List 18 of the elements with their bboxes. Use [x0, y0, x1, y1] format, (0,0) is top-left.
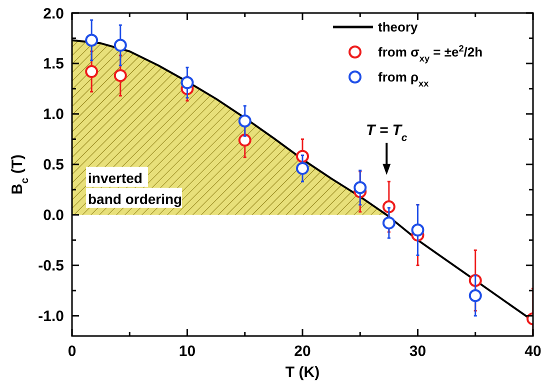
y-tick-label: -0.5 [38, 258, 64, 275]
x-axis-title: T (K) [285, 364, 320, 381]
y-tick-label: -1.0 [38, 308, 64, 326]
annotation: T = T$_{c}$ [366, 122, 408, 144]
y-tick-label: 0.5 [43, 156, 64, 174]
x-tick-label: 10 [178, 343, 196, 360]
y-tick-label: 1.0 [43, 106, 64, 124]
legend-label: theory [378, 20, 418, 35]
y-tick-label: 2.0 [43, 5, 64, 22]
x-tick-label: 0 [68, 343, 76, 360]
y-tick-label: 1.5 [43, 56, 64, 73]
x-tick-label: 30 [409, 343, 426, 360]
y-tick-label: 0.0 [43, 207, 64, 224]
x-tick-label: 20 [294, 343, 311, 360]
legend-label: from ρ$_{xx}$ [378, 70, 429, 89]
legend-label: from σ$_{xy}$ = ±e$^{2}$/2h [378, 44, 483, 64]
x-tick-label: 40 [524, 343, 542, 360]
annotation: inverted band ordering [88, 170, 182, 207]
